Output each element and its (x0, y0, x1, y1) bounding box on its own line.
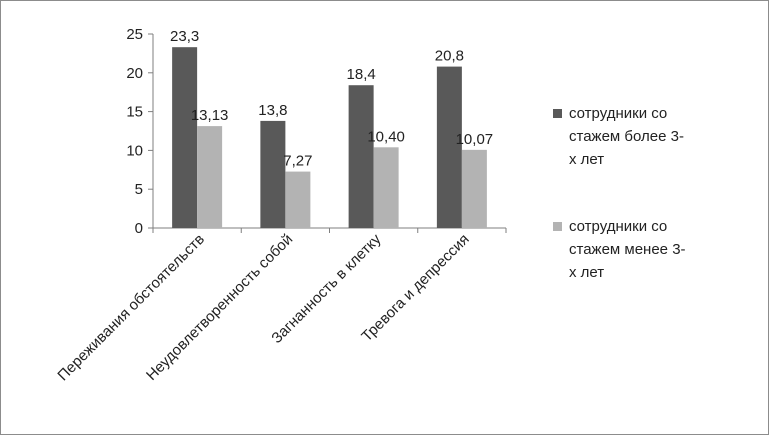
bar-less-3-years (373, 147, 399, 228)
legend-label: стажем менее 3- (569, 241, 686, 258)
data-label: 18,4 (347, 66, 376, 83)
y-tick-label: 15 (126, 104, 143, 121)
legend-swatch (553, 109, 562, 118)
y-tick-label: 20 (126, 65, 143, 82)
category-label: Неудовлетворенность собой (143, 231, 296, 384)
bar-more-3-years (436, 66, 462, 228)
bar-more-3-years (260, 120, 286, 228)
legend-label: сотрудники со (569, 218, 667, 235)
legend-swatch (553, 222, 562, 231)
legend-label: сотрудники со (569, 105, 667, 122)
legend-label: стажем более 3- (569, 128, 684, 145)
data-label: 23,3 (170, 28, 199, 45)
data-label: 20,8 (435, 48, 464, 65)
y-tick-label: 25 (126, 26, 143, 43)
bar-less-3-years (285, 171, 311, 228)
y-tick-label: 10 (126, 142, 143, 159)
legend-label: х лет (569, 151, 604, 168)
data-label: 13,13 (191, 107, 229, 124)
category-label: Переживания обстоятельств (54, 231, 207, 384)
data-label: 7,27 (283, 153, 312, 170)
y-tick-label: 0 (135, 220, 143, 237)
data-label: 13,8 (258, 102, 287, 119)
bar-less-3-years (461, 149, 487, 228)
legend-label: х лет (569, 264, 604, 281)
bar-less-3-years (197, 126, 223, 228)
bar-more-3-years (348, 85, 374, 228)
y-tick-label: 5 (135, 181, 143, 198)
bar-more-3-years (172, 47, 198, 228)
data-label: 10,40 (367, 128, 405, 145)
data-label: 10,07 (456, 131, 494, 148)
